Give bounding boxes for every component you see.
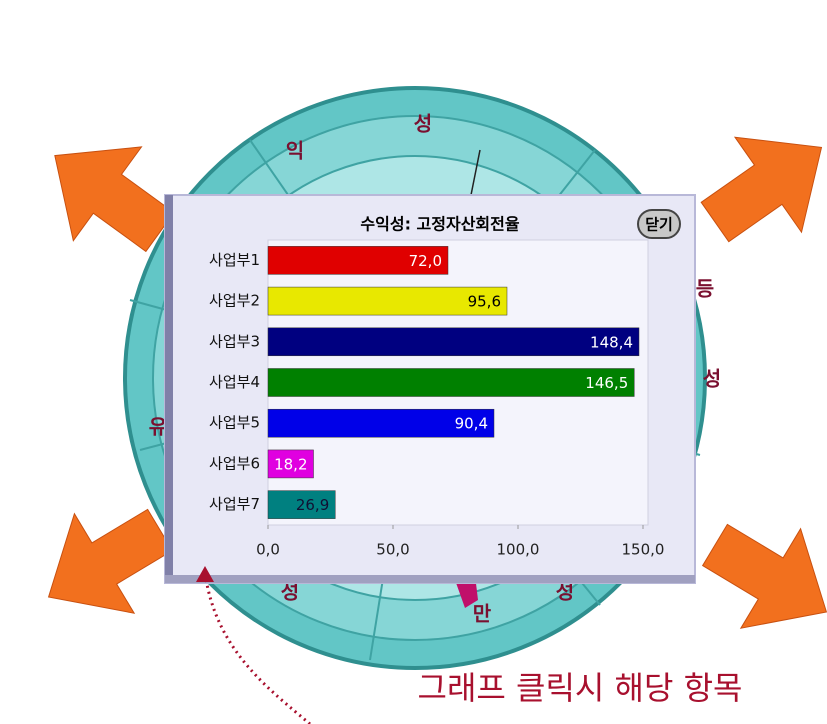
value-label: 95,6 (468, 293, 501, 311)
wheel-label: 익 (286, 139, 304, 163)
wheel-label: 성 (703, 367, 721, 391)
y-tick-label: 사업부3 (209, 332, 260, 350)
y-tick-label: 사업부7 (209, 495, 260, 513)
x-tick-label: 50,0 (376, 541, 409, 559)
value-label: 72,0 (409, 252, 442, 270)
caption: 그래프 클릭시 해당 항목 (418, 669, 743, 707)
y-tick-label: 사업부2 (209, 292, 260, 310)
x-tick-label: 150,0 (622, 541, 665, 559)
wheel-label: 만 (473, 602, 492, 626)
value-label: 148,4 (590, 333, 633, 351)
close-label[interactable]: 닫기 (645, 216, 673, 234)
value-label: 146,5 (585, 374, 628, 392)
wheel-label: 등 (696, 277, 714, 301)
screen: 성 익 등 성 유 성 만 성 수익성: 고정자산회전율 닫기 그래프 클릭시 … (0, 0, 827, 724)
y-tick-label: 사업부1 (209, 251, 260, 269)
y-tick-label: 사업부5 (209, 414, 260, 432)
value-label: 90,4 (455, 415, 488, 433)
y-tick-label: 사업부4 (209, 373, 260, 391)
close-button[interactable]: 닫기 (638, 210, 680, 238)
bar (268, 328, 639, 356)
chart-title: 수익성: 고정자산회전율 (360, 215, 519, 234)
value-label: 18,2 (274, 455, 307, 473)
y-tick-label: 사업부6 (209, 454, 260, 472)
value-label: 26,9 (296, 496, 329, 514)
bar (268, 369, 634, 397)
x-tick-label: 100,0 (497, 541, 540, 559)
wheel-label: 성 (414, 112, 432, 136)
x-tick-label: 0,0 (256, 541, 280, 559)
